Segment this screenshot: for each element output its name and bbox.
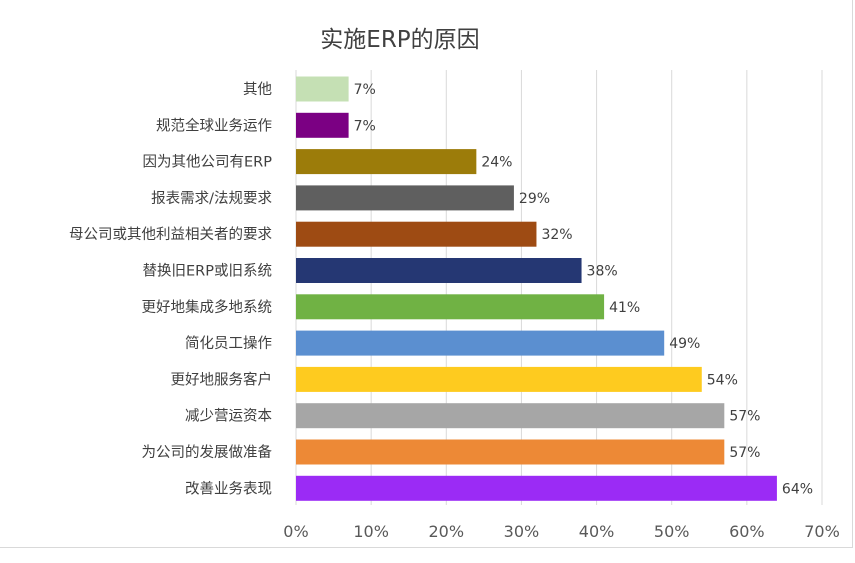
bar	[296, 294, 605, 320]
x-tick-label: 50%	[654, 522, 690, 541]
data-label: 57%	[729, 445, 760, 461]
data-label: 7%	[354, 118, 376, 134]
chart-title: 实施ERP的原因	[320, 27, 480, 53]
chart-frame: 实施ERP的原因 其他规范全球业务运作因为其他公司有ERP 报表需求/法规要求母公…	[0, 0, 853, 548]
data-label: 38%	[587, 264, 618, 280]
x-axis-ticks: 0% 10% 20% 30% 40% 50% 60% 70%	[283, 522, 839, 541]
x-tick-label: 10%	[353, 522, 389, 541]
data-label: 49%	[669, 336, 700, 352]
category-label: 因为其他公司有ERP	[143, 154, 273, 171]
value-labels: 7% 7% 24% 29% 32% 38% 41% 49% 54% 57% 57% 64%	[354, 82, 813, 497]
data-label: 57%	[729, 409, 760, 425]
data-label: 64%	[782, 481, 813, 497]
bar	[296, 439, 725, 465]
bars	[296, 76, 777, 501]
category-label: 替换旧ERP或旧系统	[143, 263, 272, 280]
x-tick-label: 60%	[729, 522, 765, 541]
data-label: 41%	[609, 300, 640, 316]
data-label: 54%	[707, 372, 738, 388]
data-label: 7%	[354, 82, 376, 98]
x-tick-label: 0%	[283, 522, 308, 541]
bar	[296, 403, 725, 429]
x-tick-label: 40%	[579, 522, 615, 541]
bar	[296, 112, 349, 138]
category-label: 其他	[243, 81, 272, 98]
bar	[296, 475, 777, 501]
bar	[296, 149, 477, 175]
category-label: 母公司或其他利益相关者的要求	[69, 226, 272, 243]
category-label: 减少营运资本	[185, 408, 272, 425]
category-label: 规范全球业务运作	[156, 116, 272, 134]
bar	[296, 258, 582, 283]
data-label: 24%	[481, 155, 512, 171]
x-tick-label: 70%	[804, 522, 840, 541]
bar	[296, 366, 702, 392]
category-label: 更好地服务客户	[171, 371, 273, 388]
category-label: 简化员工操作	[185, 335, 272, 352]
bar	[296, 330, 665, 356]
bar	[296, 76, 349, 102]
bar	[296, 221, 537, 247]
x-tick-label: 30%	[504, 522, 540, 541]
x-tick-label: 20%	[429, 522, 465, 541]
data-label: 32%	[541, 227, 572, 243]
category-label: 更好地集成多地系统	[142, 299, 273, 316]
bar	[296, 185, 514, 211]
category-label: 报表需求/法规要求	[151, 190, 272, 207]
gridlines	[295, 70, 823, 505]
category-label: 为公司的发展做准备	[142, 444, 273, 461]
data-label: 29%	[519, 191, 550, 207]
category-label: 改善业务表现	[185, 480, 272, 497]
